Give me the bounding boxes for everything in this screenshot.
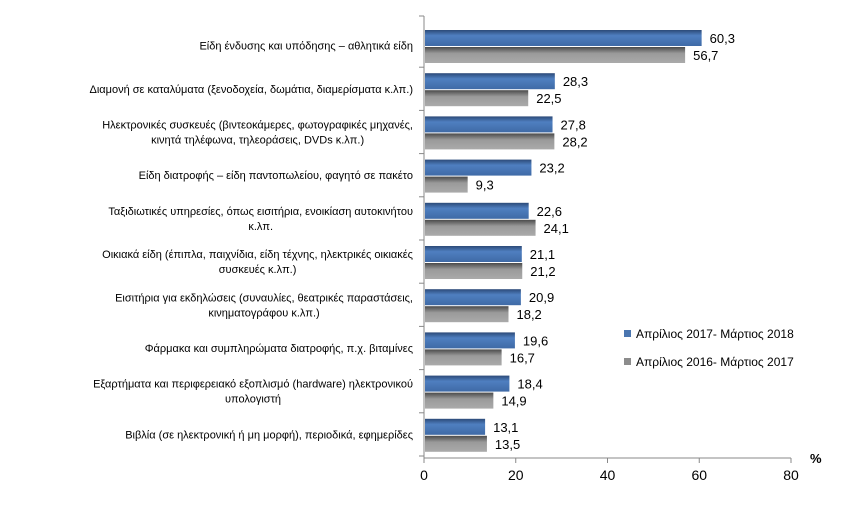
category-label: Ταξιδιωτικές υπηρεσίες, όπως εισιτήρια, …	[108, 206, 413, 218]
bar	[425, 263, 523, 279]
bar	[425, 435, 487, 452]
category-label: Οικιακά είδη (έπιπλα, παιχνίδια, είδη τέ…	[102, 249, 413, 261]
bar	[425, 219, 536, 236]
x-tick-label: 60	[691, 467, 707, 483]
bar	[425, 47, 686, 63]
bar	[425, 392, 494, 409]
data-label: 28,2	[562, 134, 587, 149]
data-label: 21,1	[530, 247, 555, 262]
bar	[425, 332, 515, 349]
bar	[425, 349, 502, 366]
x-tick-label: 80	[783, 467, 799, 483]
x-tick-label: 40	[600, 467, 616, 483]
bar	[425, 306, 509, 323]
bar	[425, 176, 468, 193]
legend-label: Απρίλιος 2016- Μάρτιος 2017	[636, 355, 794, 369]
category-label: Βιβλία (σε ηλεκτρονική ή μη μορφή), περι…	[125, 429, 413, 441]
category-label: Εξαρτήματα και περιφερειακό εξοπλισμό (h…	[93, 379, 413, 391]
data-label: 21,2	[530, 264, 555, 279]
data-label: 22,5	[536, 91, 561, 106]
category-label: κ.λπ.	[248, 221, 273, 233]
data-label: 23,2	[539, 161, 564, 176]
x-axis-label: %	[810, 451, 822, 466]
bar	[425, 375, 510, 392]
bar	[425, 73, 555, 90]
bar	[425, 30, 702, 46]
x-tick-label: 0	[420, 467, 428, 483]
bar	[425, 202, 529, 219]
data-label: 22,6	[537, 204, 562, 219]
data-label: 18,4	[517, 377, 542, 392]
category-label: συσκευές κ.λπ.)	[219, 264, 297, 276]
category-label: Ηλεκτρονικές συσκευές (βιντεοκάμερες, φω…	[102, 120, 413, 132]
legend-swatch	[624, 358, 631, 365]
data-label: 56,7	[693, 48, 718, 63]
category-label: κινηματογράφου κ.λπ.)	[208, 307, 319, 319]
category-label: Φάρμακα και συμπληρώματα διατροφής, π.χ.…	[145, 343, 413, 355]
category-label: Διαμονή σε καταλύματα (ξενοδοχεία, δωμάτ…	[89, 84, 413, 96]
data-label: 16,7	[510, 350, 535, 365]
x-tick-label: 20	[508, 467, 524, 483]
bar	[425, 90, 529, 107]
data-label: 14,9	[501, 394, 526, 409]
bar	[425, 246, 522, 262]
data-label: 20,9	[529, 290, 554, 305]
data-label: 19,6	[523, 333, 548, 348]
data-label: 24,1	[544, 221, 569, 236]
category-label: Εισιτήρια για εκδηλώσεις (συναυλίες, θεα…	[115, 292, 413, 304]
bar	[425, 418, 486, 435]
data-label: 18,2	[516, 307, 541, 322]
bar	[425, 289, 521, 306]
category-label: υπολογιστή	[225, 394, 281, 406]
category-label: κινητά τηλέφωνα, τηλεοράσεις, DVDs κ.λπ.…	[151, 135, 364, 147]
data-label: 60,3	[710, 31, 735, 46]
data-label: 9,3	[476, 178, 494, 193]
category-label: Είδη διατροφής – είδη παντοπωλείου, φαγη…	[139, 170, 413, 182]
data-label: 28,3	[563, 74, 588, 89]
legend-swatch	[624, 330, 631, 337]
data-label: 13,5	[495, 437, 520, 452]
data-label: 13,1	[493, 420, 518, 435]
legend-label: Απρίλιος 2017- Μάρτιος 2018	[636, 327, 794, 341]
data-label: 27,8	[561, 117, 586, 132]
bar	[425, 133, 555, 150]
bar	[425, 116, 553, 133]
bar	[425, 159, 532, 176]
category-label: Είδη ένδυσης και υπόδησης – αθλητικά είδ…	[199, 41, 413, 53]
